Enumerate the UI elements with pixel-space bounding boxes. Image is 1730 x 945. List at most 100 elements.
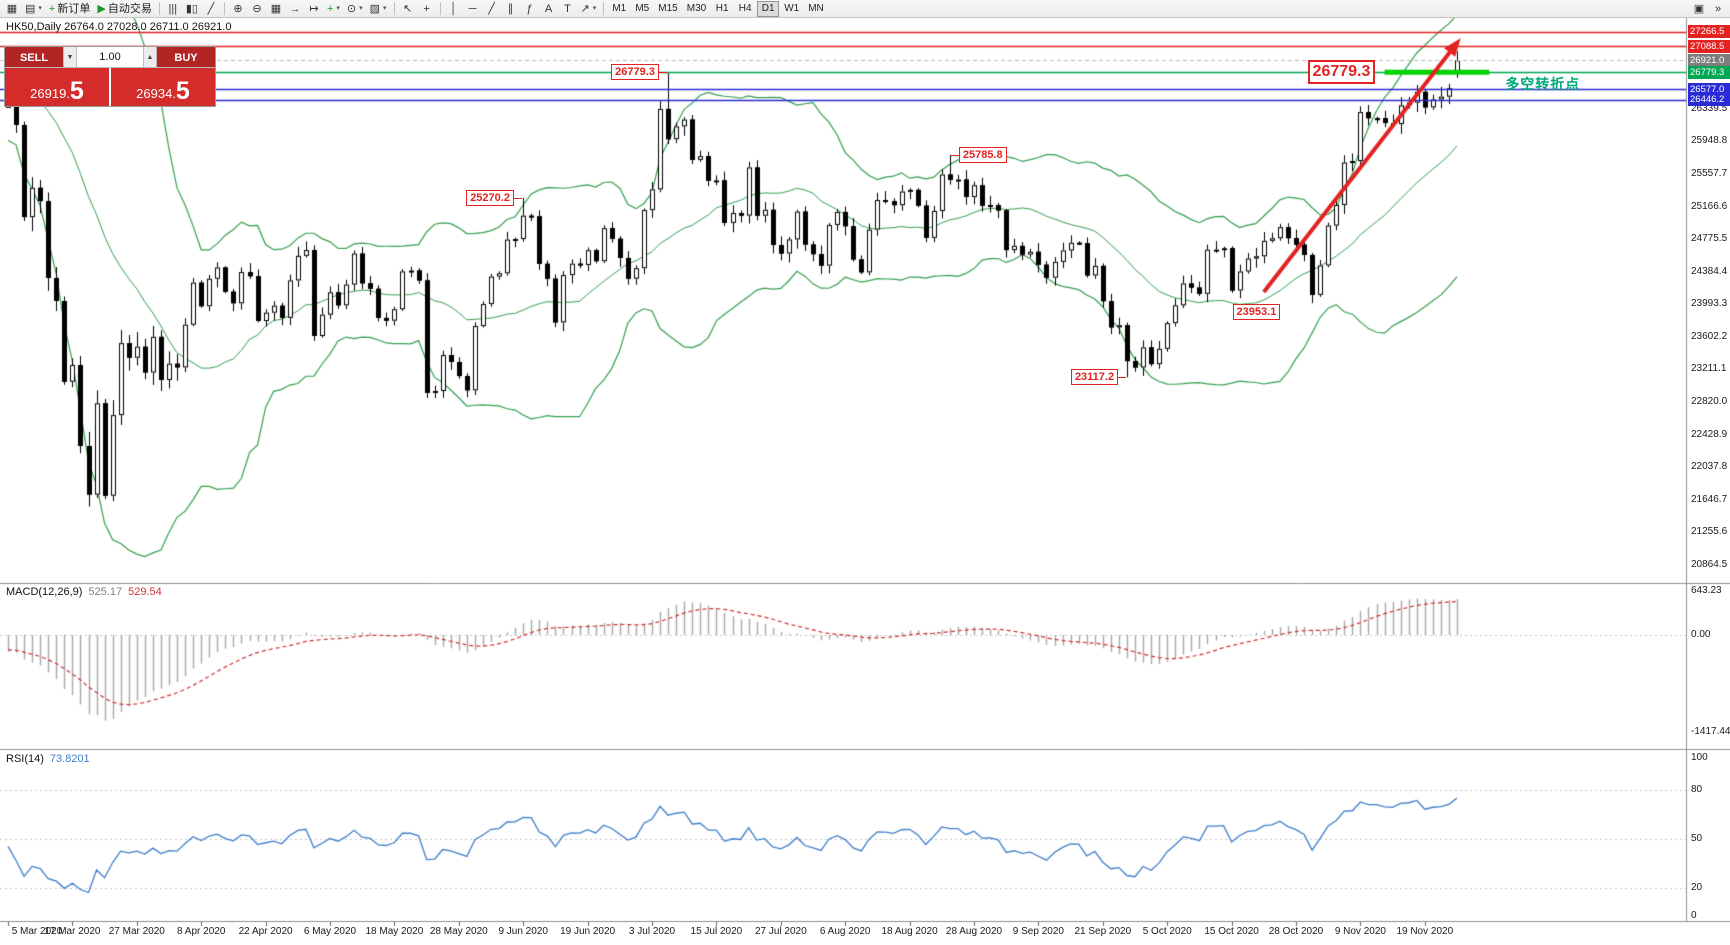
text-label-icon[interactable]: T	[559, 1, 577, 17]
timeframe-m30[interactable]: M30	[683, 1, 710, 17]
tile-windows-icon[interactable]: ▦	[267, 1, 285, 17]
macd-axis-tick: 0.00	[1691, 629, 1711, 640]
sell-button[interactable]: SELL	[5, 47, 63, 67]
zoom-in-icon[interactable]: ⊕	[229, 1, 247, 17]
buy-button[interactable]: BUY	[157, 47, 215, 67]
price-level-tag: 27266.5	[1688, 25, 1730, 39]
toolbar: ▦ ▤ ▾ + 新订单 ▶ 自动交易 ||| ▮▯ ╱ ⊕ ⊖ ▦ → ↦ + ▾ ⊙ ▾ ▧ ▾ ↖ + │ ─ ╱ ∥ ƒ A T ↗ ▾…	[0, 0, 1730, 18]
sell-price[interactable]: 26919. 5	[5, 68, 109, 106]
date-axis-label: 19 Nov 2020	[1396, 926, 1454, 937]
one-click-trading-panel: SELL ▼ ▲ BUY 26919. 5 26934. 5	[4, 46, 216, 107]
price-axis-tick: 21255.6	[1691, 526, 1728, 538]
trendline-icon: ╱	[488, 2, 495, 15]
rsi-axis-tick: 50	[1691, 833, 1703, 844]
turning-point-label[interactable]: 多空转折点	[1505, 75, 1581, 92]
timeframe-h1[interactable]: H1	[711, 1, 733, 17]
volume-down-button[interactable]: ▼	[63, 47, 77, 67]
price-annotation[interactable]: 25785.8	[958, 146, 1007, 163]
buy-price[interactable]: 26934. 5	[111, 68, 215, 106]
chart-shift-icon[interactable]: ↦	[305, 1, 323, 17]
date-axis-label: 5 Oct 2020	[1142, 926, 1192, 937]
chart-window-icon[interactable]: ▣	[1690, 1, 1708, 17]
price-level-tag: 26446.2	[1688, 93, 1730, 107]
fibonacci-icon[interactable]: ƒ	[521, 1, 539, 17]
date-axis-label: 27 Mar 2020	[108, 926, 165, 937]
auto-scroll-icon[interactable]: →	[286, 1, 304, 17]
timeframe-m5[interactable]: M5	[631, 1, 653, 17]
price-annotation[interactable]: 26779.3	[611, 64, 659, 81]
bar-chart-icon[interactable]: |||	[164, 1, 182, 17]
annotation-connector	[514, 197, 523, 199]
periods-icon: ⊙	[346, 2, 357, 15]
date-axis-label: 18 May 2020	[365, 926, 424, 937]
rsi-axis-tick: 0	[1691, 910, 1697, 921]
price-axis-tick: 25948.8	[1691, 135, 1728, 147]
channel-icon: ∥	[507, 2, 514, 15]
new-order-button[interactable]: + 新订单	[46, 1, 93, 17]
tile-windows-icon: ▦	[270, 2, 282, 15]
line-chart-icon[interactable]: ╱	[202, 1, 220, 17]
candlestick-chart-icon[interactable]: ▮▯	[183, 1, 201, 17]
timeframe-w1[interactable]: W1	[780, 1, 803, 17]
volume-input[interactable]	[77, 47, 143, 67]
profiles-icon: ▤	[25, 2, 36, 15]
candlestick-chart-icon: ▮▯	[185, 2, 198, 15]
annotation-connector	[950, 154, 959, 156]
channel-icon[interactable]: ∥	[502, 1, 520, 17]
sell-price-main: 26919.	[30, 86, 70, 101]
date-axis-label: 9 Jun 2020	[498, 926, 548, 937]
annotation-connector	[1117, 377, 1126, 379]
chart-shift-icon: ↦	[309, 2, 319, 15]
timeframe-mn[interactable]: MN	[804, 1, 828, 17]
timeframe-h4[interactable]: H4	[734, 1, 756, 17]
vertical-line-icon[interactable]: │	[445, 1, 463, 17]
date-axis-label: 27 Jul 2020	[754, 926, 807, 937]
sell-price-pips: 5	[69, 77, 84, 105]
zoom-in-icon: ⊕	[233, 2, 243, 15]
price-axis-tick: 25557.7	[1691, 167, 1728, 179]
templates-icon[interactable]: ▧ ▾	[367, 1, 390, 17]
toolbar-separator	[393, 2, 395, 15]
one-click-top-row: SELL ▼ ▲ BUY	[5, 47, 215, 68]
chevron-down-icon: ▾	[383, 4, 387, 12]
text-icon[interactable]: A	[540, 1, 558, 17]
crosshair-icon[interactable]: +	[418, 1, 436, 17]
timeframe-m15[interactable]: M15	[654, 1, 681, 17]
new-chart-icon[interactable]: ▦	[3, 1, 21, 17]
date-axis-label: 28 Aug 2020	[945, 926, 1003, 937]
autotrading-button[interactable]: ▶ 自动交易	[94, 1, 154, 17]
cursor-icon[interactable]: ↖	[399, 1, 417, 17]
toolbar-overflow-icon[interactable]: »	[1709, 1, 1727, 17]
price-annotation[interactable]: 25270.2	[466, 189, 514, 206]
line-chart-icon: ╱	[207, 2, 215, 15]
price-axis-tick: 24775.5	[1691, 233, 1728, 245]
autotrading-button-label: 自动交易	[107, 2, 152, 15]
autotrading-button: ▶	[97, 2, 106, 15]
text-icon: A	[544, 2, 553, 15]
periods-icon[interactable]: ⊙ ▾	[344, 1, 366, 17]
horizontal-line-icon: ─	[468, 2, 477, 15]
timeframe-m1[interactable]: M1	[608, 1, 630, 17]
arrows-icon[interactable]: ↗ ▾	[578, 1, 600, 17]
price-axis-tick: 22820.0	[1691, 396, 1728, 408]
volume-up-button[interactable]: ▲	[143, 47, 157, 67]
price-annotation[interactable]: 23953.1	[1232, 304, 1281, 321]
new-order-button-label: 新订单	[57, 2, 91, 15]
buy-price-main: 26934.	[136, 86, 176, 101]
price-annotation[interactable]: 23117.2	[1070, 369, 1119, 386]
profiles-icon[interactable]: ▤ ▾	[22, 1, 45, 17]
date-axis-label: 17 Mar 2020	[44, 926, 101, 937]
date-axis-label: 15 Jul 2020	[690, 926, 743, 937]
chart-symbol-ohlc-header: HK50,Daily 26764.0 27028.0 26711.0 26921…	[6, 21, 232, 33]
trendline-icon[interactable]: ╱	[483, 1, 501, 17]
indicators-icon[interactable]: + ▾	[324, 1, 343, 17]
timeframe-d1[interactable]: D1	[757, 0, 780, 17]
price-axis-tick: 23602.2	[1691, 330, 1728, 342]
price-level-tag: 27088.5	[1688, 39, 1730, 53]
price-annotation[interactable]: 26779.3	[1307, 60, 1376, 85]
price-axis-tick: 22428.9	[1691, 428, 1728, 440]
horizontal-line-icon[interactable]: ─	[464, 1, 482, 17]
zoom-out-icon[interactable]: ⊖	[248, 1, 266, 17]
